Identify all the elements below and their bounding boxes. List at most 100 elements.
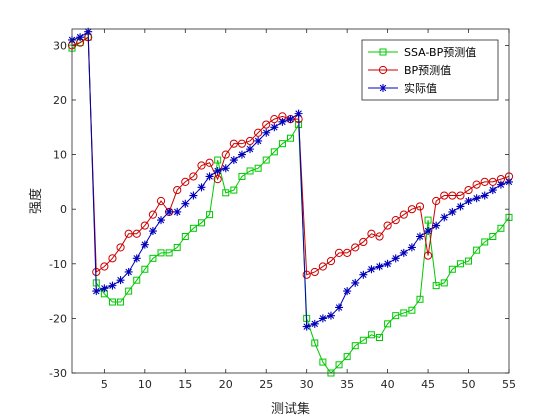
data-point xyxy=(140,221,149,230)
x-tick-label: 25 xyxy=(259,378,273,391)
data-point xyxy=(246,145,255,154)
data-point xyxy=(287,134,294,142)
data-point xyxy=(416,295,424,303)
plot-area xyxy=(67,27,514,377)
data-point xyxy=(254,136,263,145)
data-point xyxy=(173,207,182,216)
data-point xyxy=(400,309,408,317)
data-point xyxy=(392,312,400,320)
data-point xyxy=(108,281,117,290)
series-3 xyxy=(68,27,513,331)
data-point xyxy=(311,339,319,347)
data-point xyxy=(76,33,85,42)
data-point xyxy=(197,219,205,227)
series-1 xyxy=(68,33,513,377)
data-point xyxy=(480,191,489,200)
data-point xyxy=(189,224,197,232)
x-tick-label: 45 xyxy=(421,378,435,391)
y-tick-label: 30 xyxy=(53,39,67,52)
data-point xyxy=(157,216,166,225)
data-point xyxy=(448,207,457,216)
data-point xyxy=(383,259,392,268)
data-point xyxy=(399,210,408,219)
data-point xyxy=(262,120,271,129)
legend-entry: 实际值 xyxy=(368,81,437,95)
x-axis-title: 测试集 xyxy=(271,401,310,417)
data-point xyxy=(465,257,473,265)
data-point xyxy=(221,164,230,173)
data-point xyxy=(488,177,497,186)
data-point xyxy=(359,336,367,344)
data-point xyxy=(407,243,416,252)
data-point xyxy=(432,221,441,230)
y-tick-label: 10 xyxy=(53,149,67,162)
data-point xyxy=(367,229,376,238)
data-point xyxy=(132,254,141,263)
data-point xyxy=(432,282,440,290)
data-point xyxy=(149,254,157,262)
data-point xyxy=(189,172,198,181)
data-point xyxy=(424,216,432,224)
data-point xyxy=(391,254,400,263)
data-point xyxy=(100,284,109,293)
data-point xyxy=(375,232,384,241)
y-tick-label: -10 xyxy=(49,258,67,271)
data-point xyxy=(335,361,343,369)
x-tick-label: 10 xyxy=(138,378,152,391)
data-point xyxy=(456,260,464,268)
data-point xyxy=(173,243,181,251)
data-point xyxy=(230,186,238,194)
data-point xyxy=(319,358,327,366)
data-point xyxy=(148,210,158,219)
data-point xyxy=(116,276,125,285)
data-point xyxy=(165,207,174,216)
data-point xyxy=(359,270,368,279)
data-point xyxy=(294,109,303,118)
data-point xyxy=(270,148,278,156)
data-point xyxy=(181,199,190,208)
x-tick-label: 30 xyxy=(300,378,314,391)
data-point xyxy=(376,334,384,342)
data-point xyxy=(229,139,238,148)
x-tick-label: 50 xyxy=(462,378,476,391)
data-point xyxy=(124,267,133,276)
data-point xyxy=(206,211,214,219)
y-tick-label: 20 xyxy=(53,94,67,107)
data-point xyxy=(197,183,206,192)
data-point xyxy=(415,232,424,241)
data-point xyxy=(108,254,117,263)
data-point xyxy=(310,319,319,328)
data-point xyxy=(173,185,182,195)
data-point xyxy=(326,311,335,320)
data-point xyxy=(286,115,295,124)
data-point xyxy=(343,248,352,257)
data-point xyxy=(141,265,149,273)
legend-entry: SSA-BP预测值 xyxy=(368,46,476,59)
data-point xyxy=(497,224,505,232)
data-point xyxy=(423,251,433,260)
data-point xyxy=(205,172,214,181)
data-point xyxy=(473,246,481,254)
data-point xyxy=(391,216,400,225)
data-point xyxy=(213,175,222,184)
data-point xyxy=(407,205,416,214)
data-point xyxy=(383,221,392,230)
data-point xyxy=(351,342,359,350)
data-point xyxy=(84,27,93,36)
legend-marker xyxy=(379,48,387,56)
data-point xyxy=(456,202,465,211)
data-point xyxy=(343,353,351,361)
data-point xyxy=(108,298,116,306)
data-point xyxy=(302,322,311,331)
data-point xyxy=(148,227,157,236)
data-point xyxy=(116,243,125,252)
data-point xyxy=(496,180,505,189)
data-point xyxy=(117,298,125,306)
legend-label: SSA-BP预测值 xyxy=(404,46,476,59)
data-point xyxy=(237,150,246,159)
data-point xyxy=(375,262,384,271)
legend-marker xyxy=(379,84,387,92)
data-point xyxy=(254,164,262,172)
y-tick-label: -30 xyxy=(49,367,67,380)
